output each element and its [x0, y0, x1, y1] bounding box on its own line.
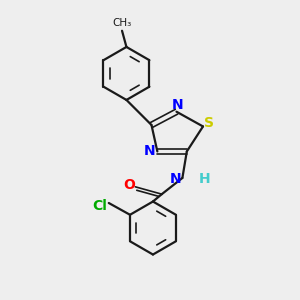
Text: O: O — [123, 178, 135, 192]
Text: N: N — [144, 144, 156, 158]
Text: H: H — [199, 172, 210, 186]
Text: CH₃: CH₃ — [112, 18, 132, 28]
Text: Cl: Cl — [92, 199, 107, 213]
Text: N: N — [170, 172, 182, 186]
Text: S: S — [205, 116, 214, 130]
Text: N: N — [171, 98, 183, 112]
